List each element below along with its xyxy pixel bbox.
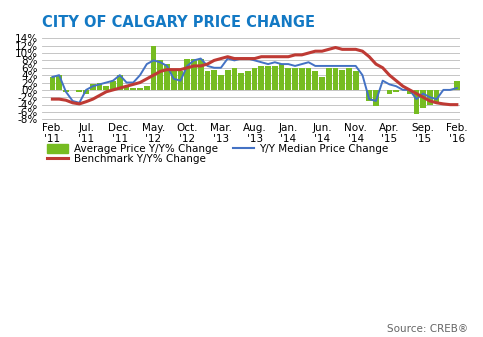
Line: Benchmark Y/Y% Change: Benchmark Y/Y% Change xyxy=(52,48,457,105)
Bar xyxy=(164,64,170,90)
Benchmark Y/Y% Change xyxy=(49,97,55,101)
Bar xyxy=(97,83,102,90)
Bar xyxy=(171,70,177,90)
Y/Y Median Price Change xyxy=(413,97,419,101)
Bar xyxy=(258,66,264,90)
Y/Y Median Price Change xyxy=(204,64,210,68)
Bar xyxy=(225,70,230,90)
Bar xyxy=(151,45,156,90)
Bar xyxy=(386,90,392,94)
Y/Y Median Price Change xyxy=(306,60,312,64)
Bar xyxy=(231,68,237,90)
Bar xyxy=(130,88,136,90)
Y/Y Median Price Change xyxy=(279,62,284,66)
Benchmark Y/Y% Change xyxy=(144,77,150,81)
Bar xyxy=(205,71,210,90)
Benchmark Y/Y% Change xyxy=(333,45,339,50)
Benchmark Y/Y% Change xyxy=(265,55,271,59)
Bar xyxy=(238,73,244,90)
Bar xyxy=(393,90,399,92)
Benchmark Y/Y% Change xyxy=(130,82,136,86)
Bar xyxy=(57,75,62,90)
Bar xyxy=(245,71,251,90)
Bar xyxy=(366,90,372,101)
Bar xyxy=(326,68,332,90)
Bar xyxy=(454,81,460,90)
Bar xyxy=(117,75,123,90)
Bar xyxy=(144,86,150,90)
Bar xyxy=(272,66,278,90)
Bar xyxy=(137,88,143,90)
Bar xyxy=(218,75,224,90)
Bar xyxy=(413,90,419,114)
Bar xyxy=(265,66,271,90)
Bar xyxy=(103,86,109,90)
Bar xyxy=(178,71,184,90)
Bar xyxy=(292,68,298,90)
Bar xyxy=(110,81,116,90)
Benchmark Y/Y% Change xyxy=(292,53,298,57)
Bar xyxy=(346,68,352,90)
Benchmark Y/Y% Change xyxy=(454,103,460,107)
Y/Y Median Price Change xyxy=(76,101,82,105)
Bar xyxy=(252,68,257,90)
Bar xyxy=(157,60,163,90)
Bar xyxy=(76,90,82,92)
Benchmark Y/Y% Change xyxy=(447,103,453,107)
Bar xyxy=(191,59,197,90)
Bar xyxy=(319,77,325,90)
Bar xyxy=(340,70,345,90)
Y/Y Median Price Change xyxy=(454,86,460,90)
Y/Y Median Price Change xyxy=(151,58,156,62)
Bar xyxy=(299,68,305,90)
Bar xyxy=(83,90,89,94)
Bar xyxy=(198,59,203,90)
Y/Y Median Price Change xyxy=(137,73,143,77)
Y/Y Median Price Change xyxy=(198,57,204,61)
Text: Source: CREB®: Source: CREB® xyxy=(387,324,469,334)
Bar xyxy=(285,68,291,90)
Bar xyxy=(90,84,96,90)
Benchmark Y/Y% Change xyxy=(191,64,197,68)
Bar xyxy=(313,71,318,90)
Bar xyxy=(279,64,284,90)
Y/Y Median Price Change xyxy=(49,75,55,79)
Bar xyxy=(124,86,129,90)
Bar xyxy=(50,77,55,90)
Bar xyxy=(434,90,440,103)
Benchmark Y/Y% Change xyxy=(407,88,412,92)
Bar xyxy=(333,68,339,90)
Bar xyxy=(420,90,426,108)
Bar xyxy=(407,90,412,94)
Bar xyxy=(306,68,312,90)
Legend: Benchmark Y/Y% Change: Benchmark Y/Y% Change xyxy=(47,154,205,164)
Bar xyxy=(63,90,69,92)
Bar xyxy=(373,90,379,106)
Bar xyxy=(353,71,358,90)
Bar xyxy=(211,70,217,90)
Text: CITY OF CALGARY PRICE CHANGE: CITY OF CALGARY PRICE CHANGE xyxy=(43,15,315,30)
Bar xyxy=(427,90,433,105)
Bar xyxy=(185,59,190,90)
Line: Y/Y Median Price Change: Y/Y Median Price Change xyxy=(52,59,457,103)
